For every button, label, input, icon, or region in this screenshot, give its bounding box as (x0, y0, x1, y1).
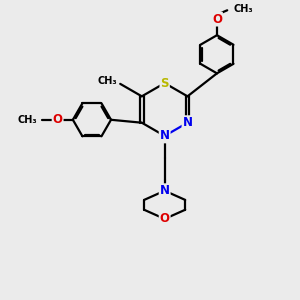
Text: O: O (160, 212, 170, 225)
Text: N: N (160, 129, 170, 142)
Text: N: N (182, 116, 193, 129)
Text: O: O (212, 13, 222, 26)
Text: N: N (160, 184, 170, 197)
Text: S: S (160, 76, 169, 90)
Text: CH₃: CH₃ (17, 115, 37, 125)
Text: O: O (52, 113, 63, 126)
Text: CH₃: CH₃ (98, 76, 117, 86)
Text: CH₃: CH₃ (233, 4, 253, 14)
